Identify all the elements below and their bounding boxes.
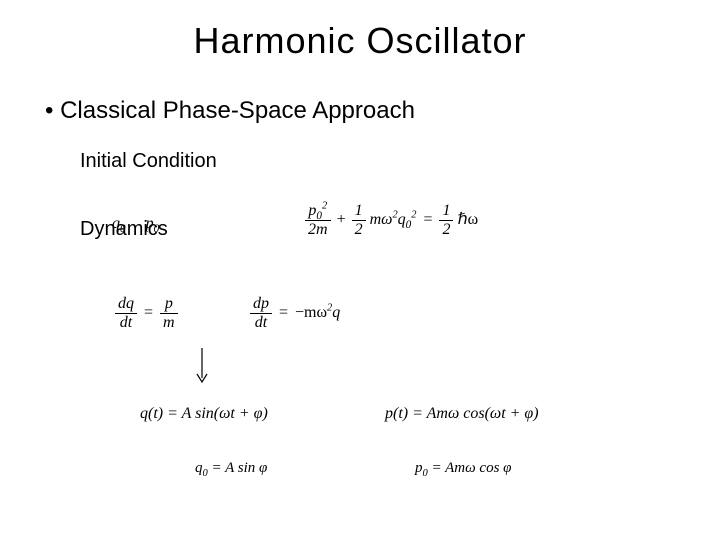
eq-energy: p02 2m + 1 2 mω2q02 = 1 2 ℏω: [305, 202, 478, 238]
slide-title: Harmonic Oscillator: [0, 20, 720, 62]
heading-initial-condition: Initial Condition: [80, 150, 720, 173]
bullet-main: • Classical Phase-Space Approach: [45, 97, 720, 125]
arrow-down-icon: [195, 348, 209, 386]
eq-q-of-t: q(t) = A sin(ωt + φ): [140, 405, 268, 423]
eq-initial-vars: q0 p0: [112, 215, 159, 233]
eq-dqdt: dq dt = p m: [115, 295, 178, 331]
eq-q0-solution: q0 = A sin φ: [195, 460, 267, 477]
eq-dpdt: dp dt = −mω2q: [250, 295, 340, 331]
eq-p-of-t: p(t) = Amω cos(ωt + φ): [385, 405, 539, 423]
eq-p0-solution: p0 = Amω cos φ: [415, 460, 511, 477]
